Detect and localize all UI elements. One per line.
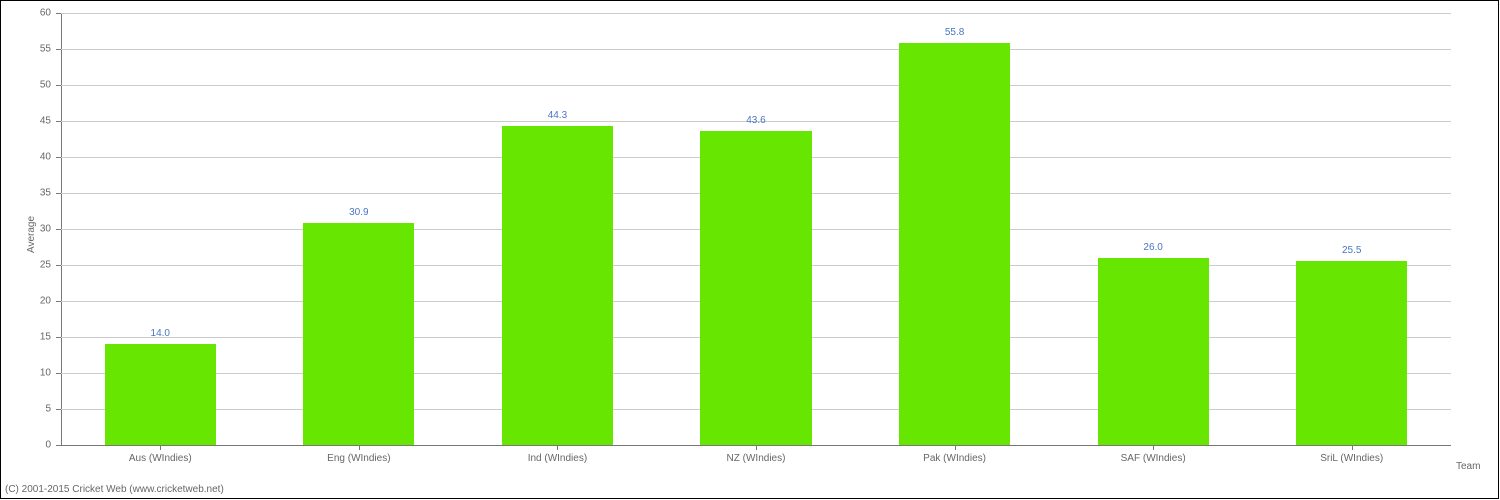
y-tick-label: 20 <box>40 296 51 307</box>
x-tick-mark <box>756 445 757 450</box>
gridline <box>61 85 1451 86</box>
x-tick-label: SriL (WIndies) <box>1320 453 1383 464</box>
x-tick-label: Aus (WIndies) <box>129 453 192 464</box>
y-tick-mark <box>56 337 61 338</box>
y-tick-mark <box>56 373 61 374</box>
x-axis-title: Team <box>1456 461 1480 472</box>
y-tick-mark <box>56 85 61 86</box>
y-tick-mark <box>56 301 61 302</box>
y-tick-mark <box>56 13 61 14</box>
x-tick-label: Ind (WIndies) <box>528 453 587 464</box>
x-tick-label: Pak (WIndies) <box>923 453 986 464</box>
y-tick-label: 60 <box>40 8 51 19</box>
y-tick-label: 30 <box>40 224 51 235</box>
y-tick-mark <box>56 229 61 230</box>
y-tick-mark <box>56 121 61 122</box>
y-tick-label: 45 <box>40 116 51 127</box>
x-tick-label: Eng (WIndies) <box>327 453 390 464</box>
y-tick-mark <box>56 265 61 266</box>
y-tick-label: 10 <box>40 368 51 379</box>
bar-value-label: 55.8 <box>945 27 964 38</box>
x-tick-mark <box>955 445 956 450</box>
bar-value-label: 14.0 <box>151 328 170 339</box>
y-tick-mark <box>56 157 61 158</box>
y-tick-label: 25 <box>40 260 51 271</box>
x-tick-mark <box>1153 445 1154 450</box>
y-tick-mark <box>56 49 61 50</box>
y-tick-label: 35 <box>40 188 51 199</box>
y-tick-label: 15 <box>40 332 51 343</box>
bar: 55.8 <box>899 43 1010 445</box>
bar: 14.0 <box>105 344 216 445</box>
y-tick-label: 5 <box>45 404 51 415</box>
x-tick-mark <box>557 445 558 450</box>
x-tick-mark <box>359 445 360 450</box>
gridline <box>61 49 1451 50</box>
y-tick-mark <box>56 409 61 410</box>
x-tick-label: NZ (WIndies) <box>727 453 786 464</box>
copyright-text: (C) 2001-2015 Cricket Web (www.cricketwe… <box>5 484 224 495</box>
y-tick-label: 55 <box>40 44 51 55</box>
bar: 44.3 <box>502 126 613 445</box>
bar-value-label: 26.0 <box>1143 242 1162 253</box>
bar: 25.5 <box>1296 261 1407 445</box>
y-tick-label: 0 <box>45 440 51 451</box>
y-axis-title: Average <box>26 216 37 253</box>
bar: 30.9 <box>303 223 414 445</box>
x-tick-mark <box>160 445 161 450</box>
y-tick-mark <box>56 193 61 194</box>
y-tick-label: 40 <box>40 152 51 163</box>
bar: 26.0 <box>1098 258 1209 445</box>
x-tick-label: SAF (WIndies) <box>1121 453 1186 464</box>
plot-area: 05101520253035404550556014.0Aus (WIndies… <box>61 13 1451 445</box>
y-tick-label: 50 <box>40 80 51 91</box>
gridline <box>61 13 1451 14</box>
chart-frame: 0 5 10 15 20 25 30 35 40 45 50 55 60 14.0 Aus (WIndies… <box>0 0 1499 499</box>
bar-value-label: 44.3 <box>548 110 567 121</box>
x-tick-mark <box>1352 445 1353 450</box>
bar-value-label: 30.9 <box>349 207 368 218</box>
bar: 43.6 <box>700 131 811 445</box>
bar-value-label: 25.5 <box>1342 245 1361 256</box>
bar-value-label: 43.6 <box>746 115 765 126</box>
